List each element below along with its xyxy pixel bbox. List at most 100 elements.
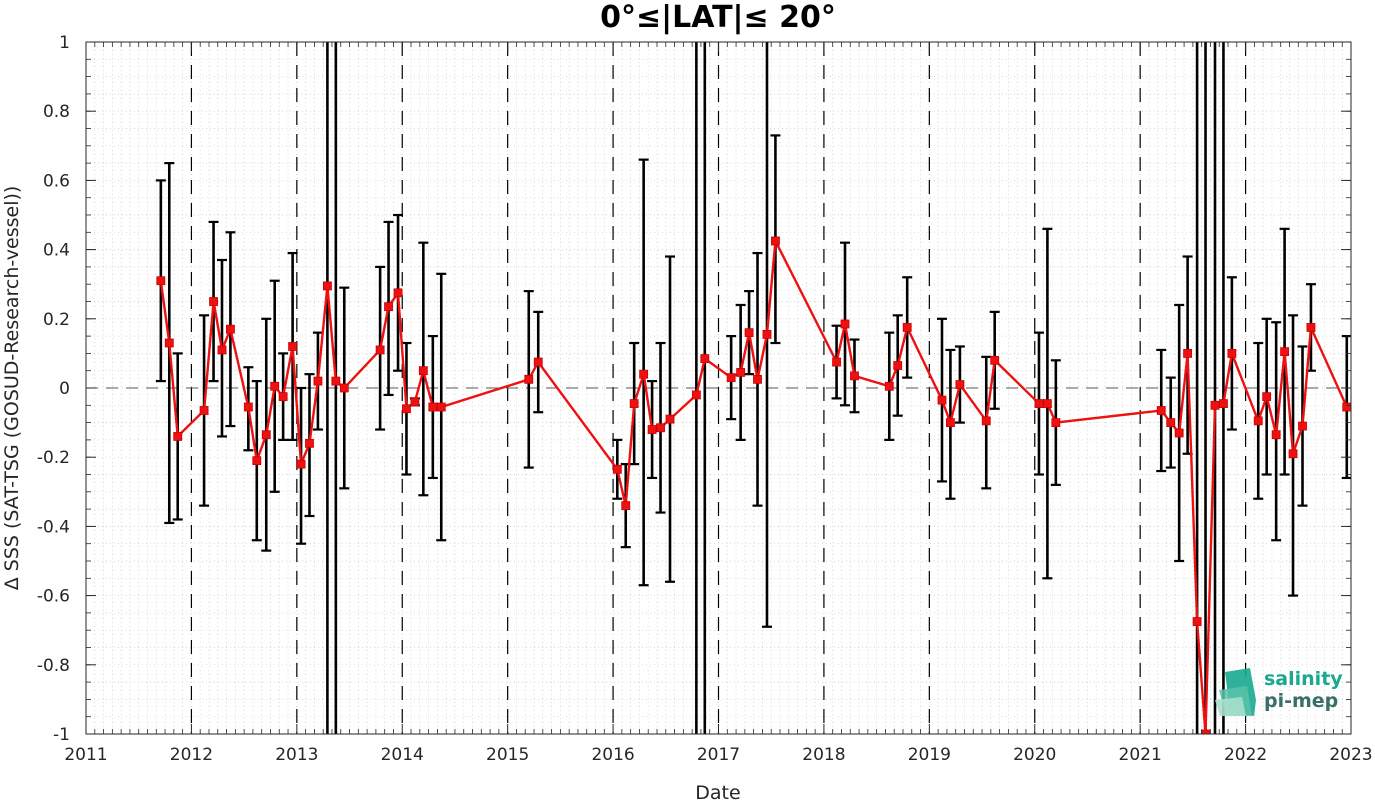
data-point-marker	[840, 319, 850, 329]
y-tick-label: -0.6	[37, 587, 70, 607]
chart-title: 0°≤|LAT|≤ 20°	[600, 0, 836, 35]
salinity-pi-mep-logo: salinity pi-mep	[1215, 668, 1343, 716]
data-point-marker	[1306, 323, 1316, 332]
x-tick-label: 2023	[1329, 745, 1372, 765]
data-point-marker	[884, 381, 894, 391]
data-point-marker	[1210, 400, 1220, 410]
data-point-marker	[436, 402, 446, 412]
data-point-marker	[339, 383, 349, 393]
data-point-marker	[199, 406, 209, 415]
x-tick-label: 2018	[802, 745, 845, 765]
data-point-marker	[647, 425, 657, 434]
data-point-marker	[296, 459, 306, 469]
data-point-marker	[261, 430, 271, 440]
x-tick-label: 2016	[591, 745, 634, 765]
data-point-marker	[1043, 399, 1052, 408]
data-point-marker	[629, 399, 639, 408]
data-point-marker	[305, 438, 314, 448]
data-point-marker	[209, 297, 218, 306]
data-point-marker	[375, 345, 385, 355]
y-tick-label: 0	[59, 379, 70, 399]
data-point-marker	[762, 329, 772, 339]
x-tick-label: 2022	[1224, 745, 1267, 765]
data-point-marker	[1201, 729, 1210, 734]
data-point-marker	[393, 288, 403, 298]
data-point-marker	[1253, 416, 1263, 426]
y-tick-label: 1	[59, 33, 70, 53]
y-tick-labels: 1 0.8 0.6 0.4 0.2 0 -0.2 -0.4 -0.6 -0.8 -1	[37, 33, 70, 745]
y-tick-label: -1	[53, 725, 70, 745]
y-tick-label: -0.4	[37, 517, 70, 537]
data-point-marker	[418, 366, 428, 376]
data-point-marker	[726, 373, 736, 383]
x-tick-label: 2014	[381, 745, 424, 765]
data-point-marker	[639, 369, 649, 379]
data-point-marker	[832, 357, 841, 367]
x-tick-label: 2011	[64, 745, 107, 765]
y-axis-label: Δ SSS (SAT-TSG (GOSUD-Research-vessel))	[1, 186, 23, 591]
waves-icon	[1215, 668, 1256, 716]
data-point-marker	[1183, 348, 1193, 358]
x-tick-label: 2013	[275, 745, 318, 765]
data-point-marker	[621, 501, 631, 511]
data-point-marker	[1166, 418, 1176, 428]
data-point-marker	[700, 354, 710, 363]
data-point-marker	[288, 342, 298, 351]
x-tick-label: 2017	[697, 745, 740, 765]
y-tick-label: 0.6	[43, 171, 70, 191]
data-point-marker	[428, 402, 438, 412]
data-point-marker	[850, 371, 859, 381]
data-point-marker	[1034, 399, 1044, 408]
data-point-marker	[1051, 418, 1061, 428]
y-tick-label: -0.8	[37, 656, 70, 676]
y-tick-label: 0.8	[43, 102, 70, 122]
logo-line1: salinity	[1264, 668, 1343, 690]
x-tick-label: 2020	[1013, 745, 1056, 765]
x-tick-label: 2019	[908, 745, 951, 765]
data-point-marker	[384, 302, 393, 312]
data-point-marker	[1227, 348, 1237, 358]
data-point-marker	[1288, 449, 1298, 459]
data-point-marker	[1174, 428, 1184, 438]
data-point-marker	[981, 416, 991, 426]
data-point-marker	[1271, 430, 1281, 440]
data-point-marker	[691, 390, 701, 400]
data-point-marker	[736, 368, 746, 377]
data-point-marker	[524, 374, 534, 384]
data-point-marker	[744, 328, 754, 338]
logo-line2: pi-mep	[1264, 690, 1338, 712]
data-point-marker	[902, 323, 912, 332]
y-tick-label: 0.2	[43, 310, 70, 330]
data-point-marker	[252, 456, 262, 466]
data-point-marker	[156, 276, 166, 286]
data-point-marker	[243, 402, 253, 412]
data-point-marker	[656, 423, 665, 433]
y-tick-label: 0.4	[43, 241, 70, 261]
data-point-marker	[1156, 406, 1166, 415]
data-point-marker	[1280, 347, 1289, 357]
data-point-marker	[665, 414, 675, 424]
y-tick-label: -0.2	[37, 448, 70, 468]
marker-layer	[156, 236, 1351, 734]
data-point-marker	[612, 464, 622, 474]
x-tick-label: 2012	[170, 745, 213, 765]
data-point-marker	[946, 418, 955, 428]
x-tick-labels: 2011 2012 2013 2014 2015 2016 2017 2018 2019 2020…	[64, 745, 1372, 765]
data-point-marker	[410, 397, 420, 407]
data-point-marker	[1219, 399, 1228, 408]
data-point-marker	[1342, 402, 1351, 412]
data-point-marker	[278, 392, 288, 402]
x-axis-label: Date	[695, 782, 740, 801]
tick-mark-layer	[85, 41, 1352, 735]
data-point-marker	[313, 376, 323, 386]
data-point-marker	[955, 380, 965, 389]
data-point-marker	[402, 404, 411, 414]
data-point-marker	[1298, 421, 1307, 431]
data-point-marker	[753, 374, 762, 384]
data-point-marker	[323, 281, 332, 291]
data-point-marker	[226, 324, 235, 334]
data-point-marker	[533, 357, 543, 367]
x-tick-label: 2015	[486, 745, 529, 765]
